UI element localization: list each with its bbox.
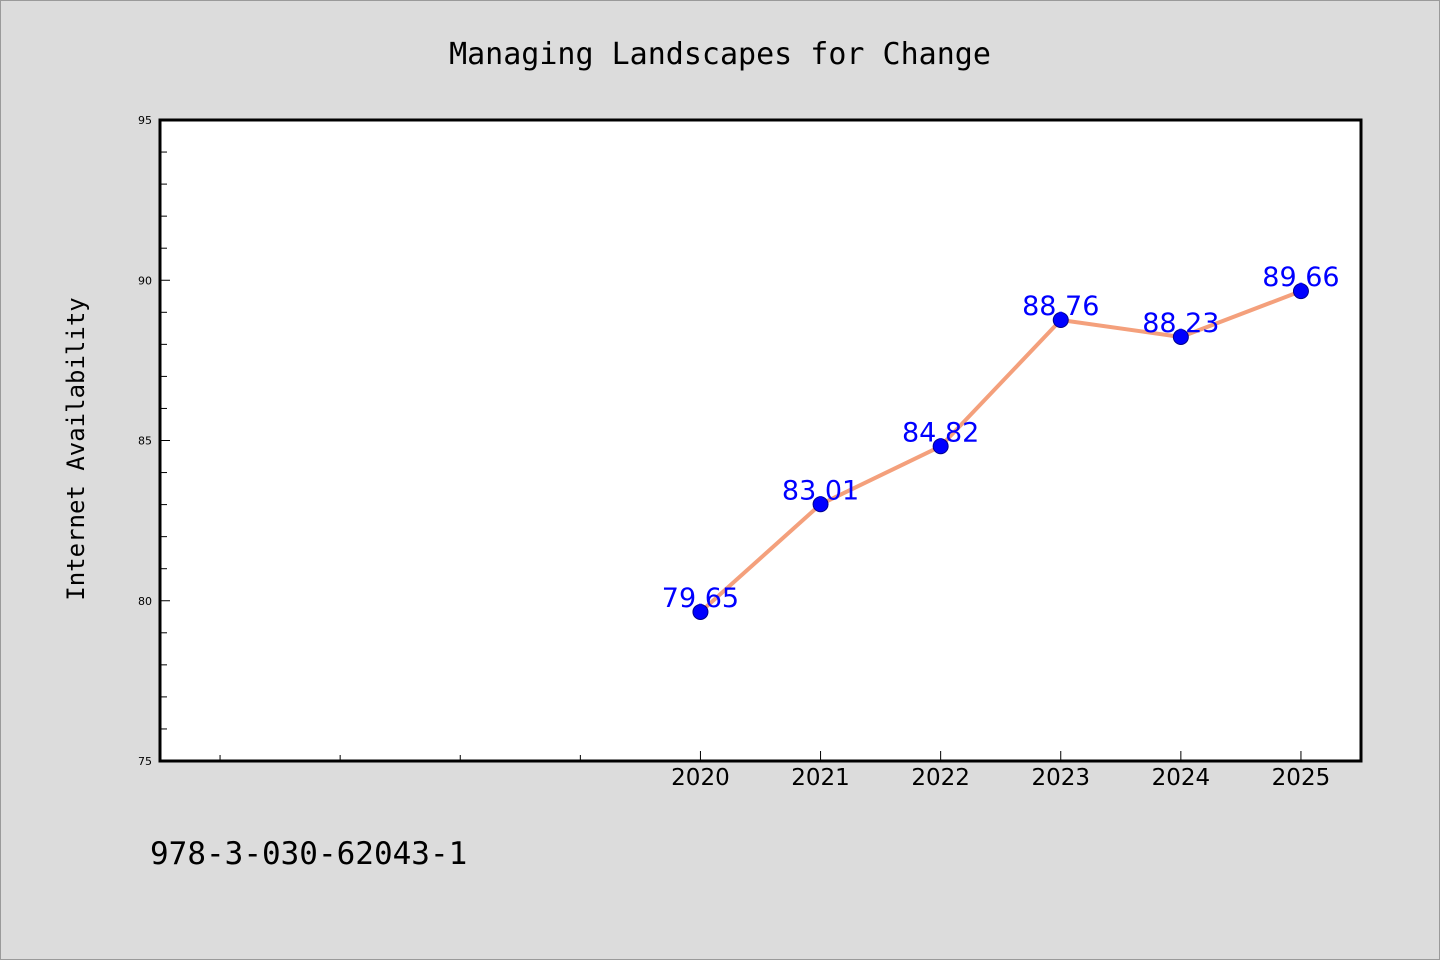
x-tick-label: 2023: [1031, 765, 1090, 791]
data-point: [692, 603, 709, 620]
x-tick-label: 2020: [671, 765, 730, 791]
y-axis-label: Internet Availability: [62, 297, 90, 600]
x-tick-label: 2025: [1272, 765, 1331, 791]
data-label: 88.23: [1142, 308, 1219, 339]
data-label: 79.65: [662, 583, 739, 614]
data-point: [932, 438, 949, 455]
y-tick-label: 75: [138, 755, 152, 768]
y-tick-label: 90: [138, 274, 152, 287]
data-label: 84.82: [902, 417, 979, 448]
x-tick-label: 2021: [791, 765, 850, 791]
y-tick-label: 85: [138, 435, 152, 448]
data-point: [812, 496, 829, 513]
data-point: [1052, 311, 1069, 328]
x-tick-label: 2024: [1152, 765, 1211, 791]
x-tick-label: 2022: [911, 765, 970, 791]
chart-title: Managing Landscapes for Change: [449, 37, 991, 72]
data-label: 83.01: [782, 475, 859, 506]
data-label: 89.66: [1262, 262, 1339, 293]
plot-area: [160, 120, 1361, 761]
y-tick-label: 95: [138, 114, 152, 127]
data-point: [1172, 328, 1189, 345]
series-line: [698, 289, 1303, 614]
data-point: [1292, 283, 1309, 300]
plot-border: [158, 118, 1363, 763]
series-group: 79.65 83.01 84.82 88.76 88.23 89.66: [662, 262, 1340, 620]
isbn-text: 978-3-030-62043-1: [150, 836, 467, 872]
x-axis: 2020 2021 2022 2023 2024 2025: [219, 751, 1331, 791]
y-tick-label: 80: [138, 595, 152, 608]
data-label: 88.76: [1022, 291, 1099, 322]
